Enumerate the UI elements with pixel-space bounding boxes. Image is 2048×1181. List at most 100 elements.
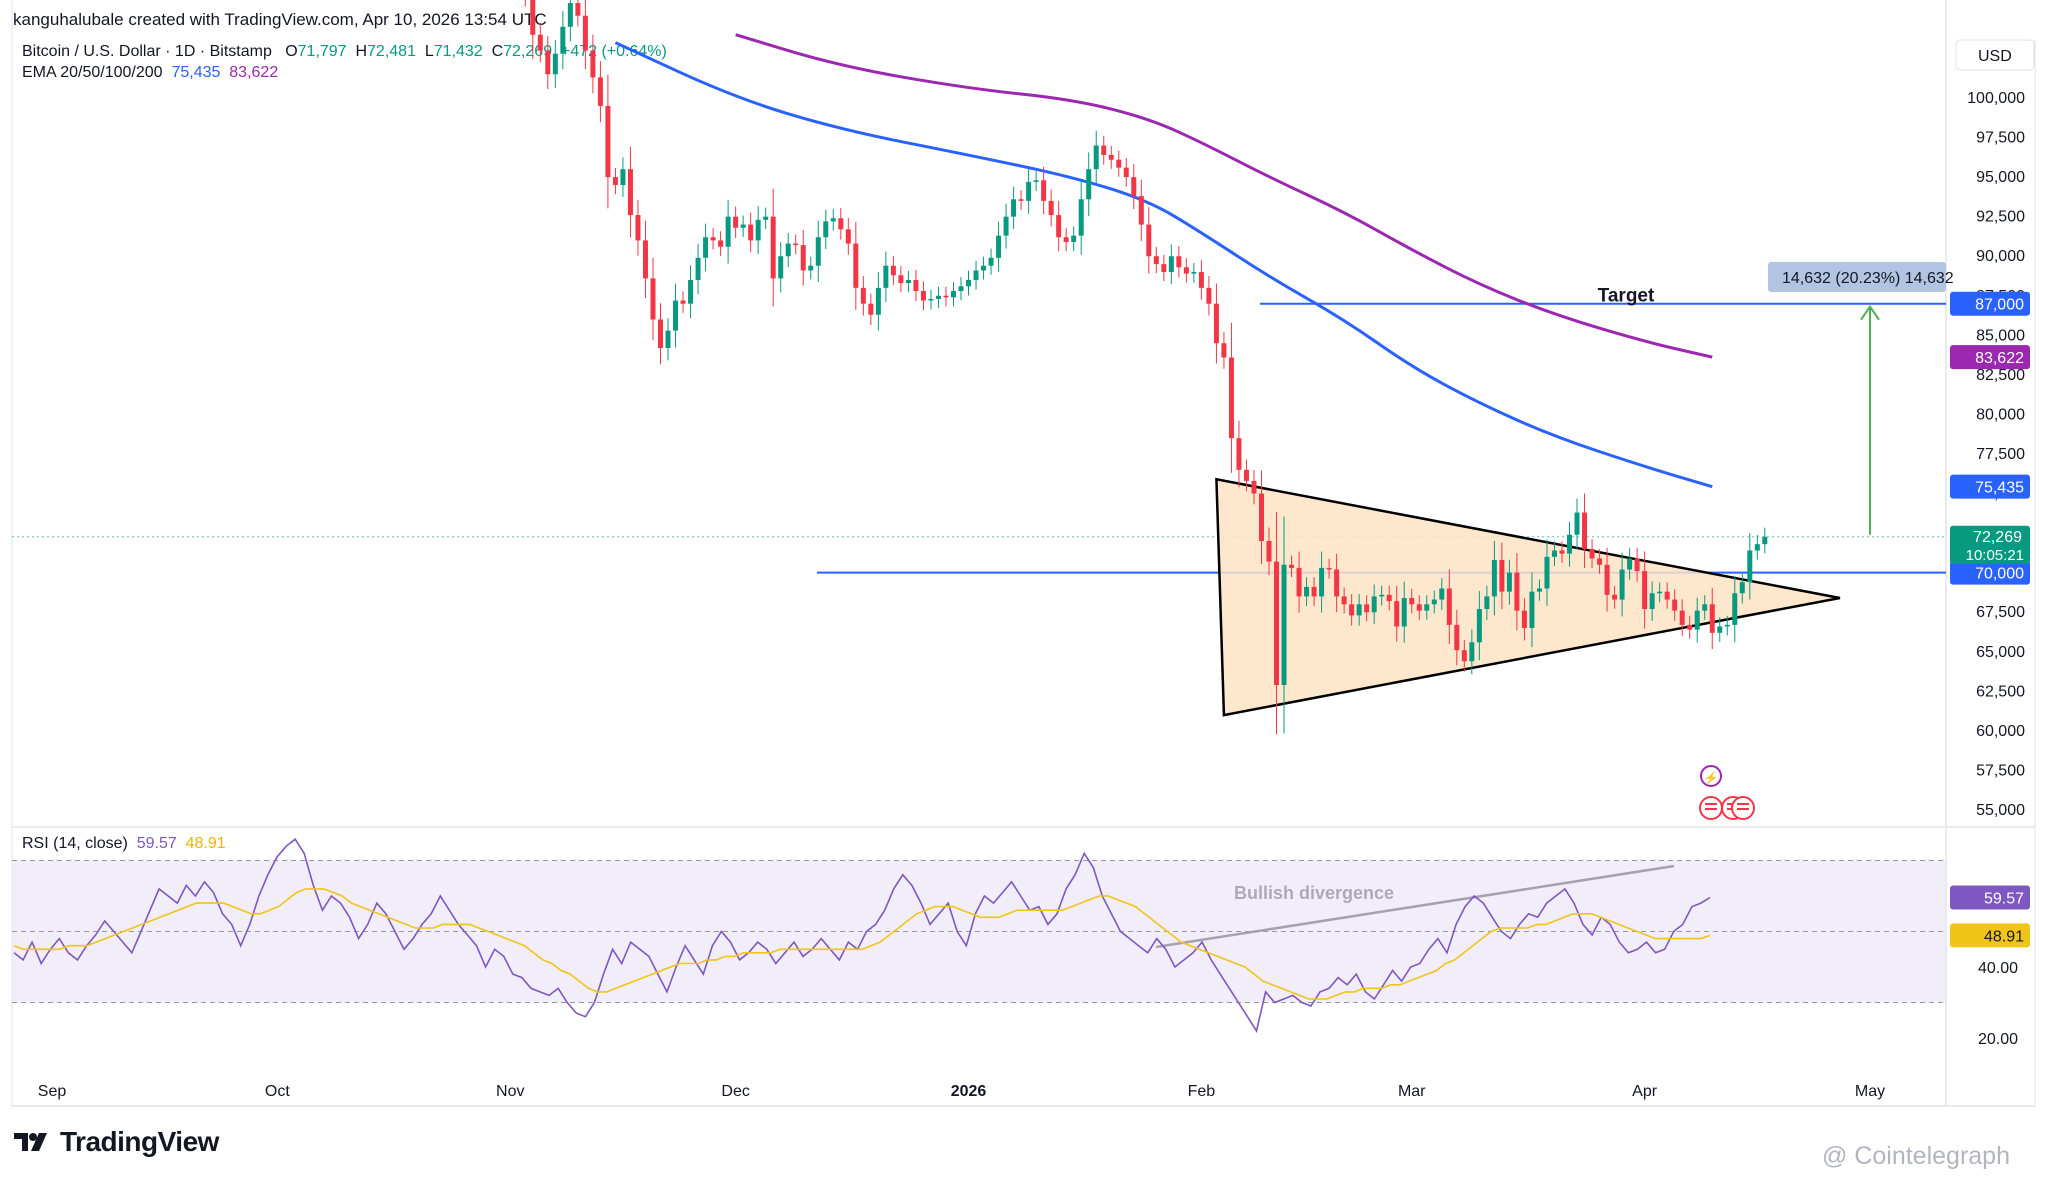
candle [560, 11, 566, 70]
candle-body [845, 229, 851, 244]
candle [1386, 585, 1392, 611]
candle-body [1243, 469, 1249, 481]
candle-body [808, 265, 814, 271]
candle [1326, 558, 1332, 579]
candle-body [567, 3, 573, 27]
candle [1123, 157, 1129, 187]
candle [1476, 591, 1482, 661]
lightning-glyph: ⚡ [1704, 771, 1719, 785]
candle [1401, 581, 1407, 643]
tradingview-brand: TradingView [60, 1126, 219, 1157]
time-tick-label: Feb [1188, 1083, 1216, 1100]
candle-body [718, 240, 724, 247]
chart-frame: USD [11, 0, 2036, 1107]
symmetrical-triangle-pattern[interactable] [1215, 477, 1841, 717]
ohlc-low-label: L [424, 43, 434, 60]
candle [1514, 553, 1520, 631]
candle-body [680, 300, 686, 304]
candle [1521, 598, 1527, 641]
candle [627, 146, 633, 238]
ema-lines [614, 33, 1713, 489]
candle-body [545, 50, 551, 75]
candle-body [973, 270, 979, 280]
axis-badge: 70,000 [1950, 560, 2030, 585]
candle [1026, 168, 1032, 214]
candle [740, 215, 746, 237]
rsi-label[interactable]: RSI (14, close) [22, 835, 128, 852]
measure-arrow-head[interactable] [1860, 304, 1880, 321]
candle-body [1582, 512, 1588, 549]
candle-body [1018, 199, 1024, 201]
candle [763, 207, 769, 229]
candle [1559, 541, 1565, 563]
time-tick-label: Dec [721, 1083, 749, 1100]
rsi-legend[interactable]: RSI (14, close) 59.57 48.91 [22, 835, 226, 853]
candle-body [1176, 256, 1182, 268]
rsi-tick-label: 40.00 [1978, 960, 2018, 977]
candle-body [658, 319, 664, 348]
candle-body [1597, 558, 1603, 565]
price-tick-label: 80,000 [1976, 406, 2025, 423]
candle [748, 212, 754, 253]
candle [1063, 228, 1069, 252]
time-axis[interactable]: Sep Oct Nov Dec 2026 Feb Mar Apr May [38, 1083, 1885, 1100]
triangle-shape[interactable] [1215, 477, 1841, 717]
candle-body [905, 279, 911, 284]
candle-body [1123, 167, 1129, 178]
candle [1724, 615, 1730, 636]
candle [1469, 629, 1475, 675]
event-markers[interactable]: ⚡ [1699, 765, 1755, 820]
candle [1153, 247, 1159, 274]
measure-label-box[interactable] [1768, 262, 1946, 292]
candle [1687, 615, 1693, 639]
candle [1454, 609, 1460, 666]
time-tick-label: Mar [1398, 1083, 1426, 1100]
axis-badge-bg [1950, 345, 2030, 370]
candle-body [1289, 564, 1295, 568]
candle-body [590, 50, 596, 78]
candle [1018, 190, 1024, 210]
candle [1296, 551, 1302, 613]
candle [612, 168, 618, 195]
rsi-badge-bg [1950, 923, 2030, 948]
candle [718, 231, 724, 256]
candle-body [635, 215, 641, 241]
candle-body [582, 15, 588, 51]
symbol-title[interactable]: Bitcoin / U.S. Dollar · 1D · Bitstamp [22, 43, 272, 60]
candle [695, 243, 701, 295]
candle [1311, 577, 1317, 607]
candle [1364, 595, 1370, 622]
candle-body [898, 275, 904, 284]
candle-body [1281, 564, 1287, 686]
ema-label[interactable]: EMA 20/50/100/200 [22, 64, 163, 81]
last-price-badge-bg [1950, 525, 2030, 564]
candle [898, 266, 904, 293]
candle [1589, 539, 1595, 569]
ohlc-open-label: O [285, 43, 298, 60]
candle [635, 199, 641, 256]
candle-body [838, 218, 844, 230]
candle [1544, 539, 1550, 606]
candle-body [1649, 593, 1655, 610]
ema-legend[interactable]: EMA 20/50/100/200 75,435 83,622 [22, 64, 278, 82]
candle-body [913, 279, 919, 292]
ema-100-value: 75,435 [171, 64, 221, 81]
candle [1228, 322, 1234, 473]
candle-body [1739, 582, 1745, 594]
rsi-badge-text: 59.57 [1984, 891, 2024, 908]
currency-selector[interactable] [1955, 39, 2035, 71]
candle-body [1401, 597, 1407, 627]
candle [1289, 555, 1295, 578]
candle-body [1093, 145, 1099, 170]
candle [605, 74, 611, 209]
candle [1108, 145, 1114, 169]
candle [785, 232, 791, 267]
rsi-legend-value: 59.57 [136, 835, 177, 852]
lightning-icon[interactable] [1700, 765, 1722, 787]
tradingview-logo[interactable]: TradingView [14, 1126, 219, 1158]
currency-label[interactable]: USD [1978, 48, 2012, 65]
candle [928, 289, 934, 310]
candle-body [778, 256, 784, 279]
price-axis[interactable]: 100,00097,50095,00092,50090,00087,50085,… [1967, 90, 2025, 819]
